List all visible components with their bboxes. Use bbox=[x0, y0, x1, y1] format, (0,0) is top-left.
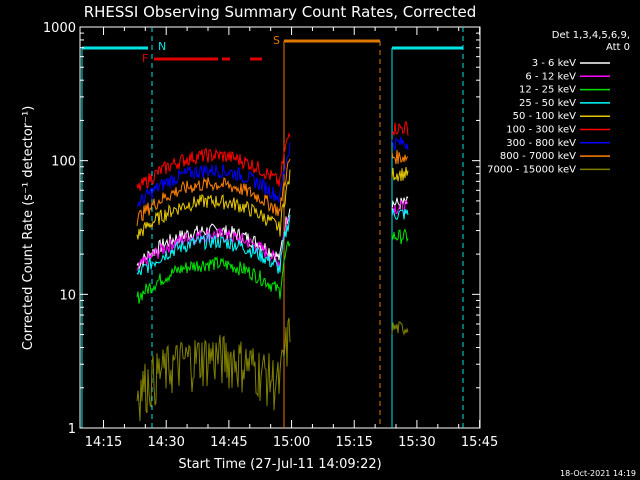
series-line-part2 bbox=[391, 321, 409, 336]
y-tick-label: 10 bbox=[59, 288, 76, 303]
x-tick-label: 14:30 bbox=[147, 435, 184, 450]
legend-entry-label: 25 - 50 keV bbox=[519, 98, 576, 109]
series-7 bbox=[136, 149, 409, 226]
series-layer bbox=[136, 120, 409, 422]
series-6 bbox=[136, 136, 409, 207]
footer-date: 18-Oct-2021 14:19 bbox=[560, 469, 636, 478]
series-5 bbox=[136, 120, 409, 191]
legend-entry-label: 300 - 800 keV bbox=[506, 138, 576, 149]
x-tick-label: 14:15 bbox=[85, 435, 122, 450]
axes: 1 10 100 1000 14:15 14:30 14:45 15:00 15:15 15:30… bbox=[43, 21, 498, 450]
plot-border bbox=[79, 26, 481, 429]
legend-entry-label: 100 - 300 keV bbox=[506, 125, 576, 136]
series-1 bbox=[136, 199, 409, 271]
series-line-part1 bbox=[136, 240, 291, 304]
chart-title: RHESSI Observing Summary Count Rates, Co… bbox=[84, 3, 477, 21]
series-line-part1 bbox=[136, 208, 291, 270]
y-tick-label: 1000 bbox=[43, 21, 76, 36]
x-tick-label: 15:00 bbox=[273, 435, 310, 450]
series-line-part1 bbox=[136, 169, 291, 240]
series-3 bbox=[136, 208, 409, 276]
x-tick-label: 14:45 bbox=[210, 435, 247, 450]
series-line-part1 bbox=[136, 131, 291, 191]
series-line-part2 bbox=[391, 149, 409, 165]
x-tick-label: 15:30 bbox=[398, 435, 435, 450]
series-4 bbox=[136, 167, 409, 240]
series-line-part1 bbox=[136, 158, 291, 226]
legend-entry-label: 12 - 25 keV bbox=[519, 85, 576, 96]
series-line-part1 bbox=[136, 216, 291, 271]
series-line-part2 bbox=[391, 136, 409, 151]
legend: Det 1,3,4,5,6,9,Att 0 3 - 6 keV 6 - 12 keV… bbox=[487, 30, 630, 175]
series-2 bbox=[136, 228, 409, 304]
flare-flag-label: F bbox=[142, 52, 148, 65]
x-axis-label: Start Time (27-Jul-11 14:09:22) bbox=[178, 457, 381, 472]
series-line-part1 bbox=[136, 142, 291, 207]
legend-entry-label: 6 - 12 keV bbox=[525, 71, 576, 82]
series-8 bbox=[136, 317, 409, 422]
legend-entry-label: 50 - 100 keV bbox=[513, 111, 577, 122]
series-line-part2 bbox=[391, 167, 409, 182]
series-line-part2 bbox=[391, 120, 409, 137]
legend-entry-label: 3 - 6 keV bbox=[532, 58, 576, 69]
legend-header-line1: Det 1,3,4,5,6,9, bbox=[552, 30, 630, 41]
x-tick-label: 15:45 bbox=[461, 435, 498, 450]
night-flag-label: N bbox=[158, 40, 166, 53]
legend-header-line2: Att 0 bbox=[606, 42, 630, 53]
y-tick-label: 1 bbox=[68, 422, 76, 437]
legend-entry-label: 7000 - 15000 keV bbox=[487, 164, 576, 175]
series-line-part2 bbox=[391, 228, 409, 245]
series-line-part2 bbox=[391, 208, 409, 220]
x-tick-label: 15:15 bbox=[335, 435, 372, 450]
y-axis-label: Corrected Count Rate (s⁻¹ detector⁻¹) bbox=[21, 106, 36, 351]
plot-frame bbox=[79, 26, 481, 429]
series-line-part2 bbox=[391, 199, 409, 216]
series-line-part1 bbox=[136, 317, 291, 422]
y-tick-label: 100 bbox=[51, 155, 76, 170]
saa-flag-label: S bbox=[273, 34, 280, 47]
legend-entry-label: 800 - 7000 keV bbox=[500, 151, 576, 162]
series-line-part1 bbox=[136, 214, 291, 276]
